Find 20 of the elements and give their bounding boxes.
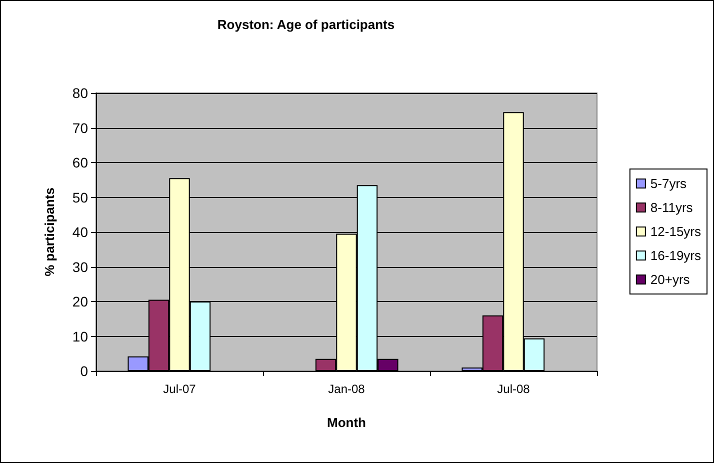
x-tick-label: Jan-08: [328, 382, 366, 396]
legend-label: 20+yrs: [650, 272, 690, 287]
y-tick-label: 40: [72, 224, 88, 240]
y-tick-label: 0: [80, 363, 88, 379]
legend-label: 16-19yrs: [650, 248, 702, 263]
chart-title: Royston: Age of participants: [217, 17, 395, 32]
y-tick-label: 70: [72, 120, 88, 136]
legend-label: 8-11yrs: [650, 200, 694, 215]
legend-label: 12-15yrs: [650, 224, 702, 239]
x-axis-title: Month: [327, 415, 366, 430]
y-tick-label: 80: [72, 85, 88, 101]
x-tick-label: Jul-08: [497, 382, 530, 396]
y-tick-label: 50: [72, 189, 88, 206]
y-tick-label: 20: [72, 294, 88, 310]
legend-label: 5-7yrs: [650, 176, 688, 191]
y-axis-title: % participants: [42, 188, 57, 276]
y-tick-label: 60: [72, 154, 88, 170]
x-tick-label: Jul-07: [163, 382, 196, 396]
y-tick-label: 30: [72, 258, 88, 275]
y-tick-label: 10: [72, 328, 88, 344]
